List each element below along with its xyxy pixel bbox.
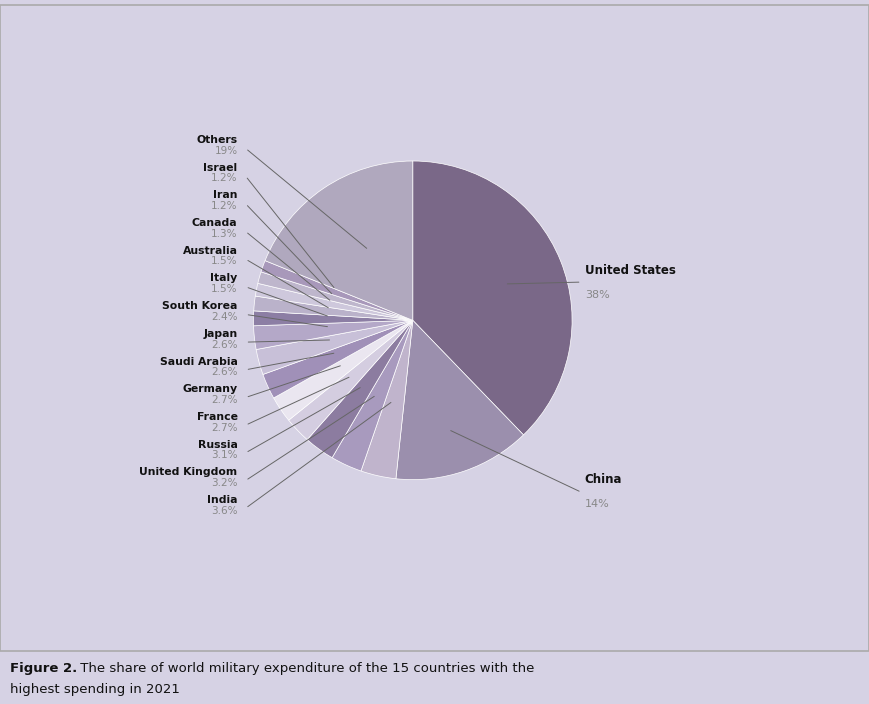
Wedge shape <box>396 320 523 479</box>
Text: 1.2%: 1.2% <box>211 173 237 183</box>
Wedge shape <box>254 296 413 320</box>
Text: 1.5%: 1.5% <box>211 284 237 294</box>
Wedge shape <box>263 320 413 398</box>
Text: 1.2%: 1.2% <box>211 201 237 211</box>
Text: India: India <box>207 495 237 505</box>
Text: Italy: Italy <box>210 273 237 284</box>
Text: United States: United States <box>585 265 676 277</box>
Text: 3.2%: 3.2% <box>211 478 237 488</box>
Text: 2.4%: 2.4% <box>211 312 237 322</box>
Text: Figure 2.: Figure 2. <box>10 662 77 675</box>
Wedge shape <box>307 320 413 458</box>
Text: 38%: 38% <box>585 290 609 300</box>
Text: 1.5%: 1.5% <box>211 256 237 266</box>
Wedge shape <box>261 260 413 320</box>
Text: Iran: Iran <box>213 190 237 201</box>
Text: 1.3%: 1.3% <box>211 229 237 239</box>
Wedge shape <box>265 161 413 320</box>
Wedge shape <box>254 320 413 349</box>
Text: The share of world military expenditure of the 15 countries with the: The share of world military expenditure … <box>76 662 534 675</box>
Text: United Kingdom: United Kingdom <box>139 467 237 477</box>
Text: 19%: 19% <box>215 146 237 156</box>
Text: 2.7%: 2.7% <box>211 395 237 405</box>
Wedge shape <box>255 283 413 320</box>
Text: Australia: Australia <box>182 246 237 256</box>
Wedge shape <box>289 320 413 439</box>
Text: 2.7%: 2.7% <box>211 422 237 433</box>
Text: Israel: Israel <box>203 163 237 172</box>
Text: China: China <box>585 473 622 486</box>
Text: Germany: Germany <box>182 384 237 394</box>
Wedge shape <box>332 320 413 471</box>
Text: Saudi Arabia: Saudi Arabia <box>160 356 237 367</box>
Text: France: France <box>196 412 237 422</box>
Wedge shape <box>361 320 413 479</box>
Text: 2.6%: 2.6% <box>211 367 237 377</box>
Text: South Korea: South Korea <box>163 301 237 311</box>
Text: 3.6%: 3.6% <box>211 505 237 516</box>
Wedge shape <box>413 161 572 435</box>
Text: Others: Others <box>196 135 237 145</box>
Text: 2.6%: 2.6% <box>211 339 237 349</box>
Text: Japan: Japan <box>203 329 237 339</box>
Text: 3.1%: 3.1% <box>211 451 237 460</box>
Wedge shape <box>274 320 413 420</box>
Text: highest spending in 2021: highest spending in 2021 <box>10 683 180 696</box>
Text: 14%: 14% <box>585 498 609 508</box>
Wedge shape <box>254 311 413 326</box>
Text: Canada: Canada <box>192 218 237 228</box>
Wedge shape <box>256 320 413 375</box>
Text: Russia: Russia <box>197 439 237 450</box>
Wedge shape <box>258 272 413 320</box>
